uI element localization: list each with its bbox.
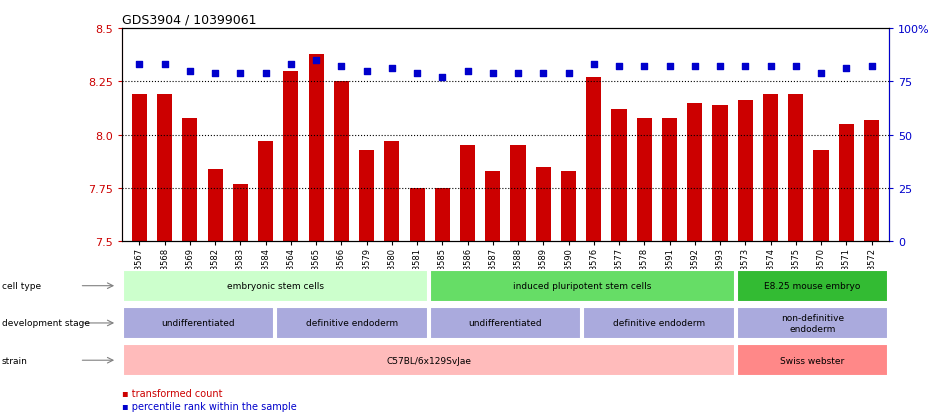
Point bbox=[309, 57, 324, 64]
Bar bbox=[430, 307, 581, 339]
Point bbox=[813, 70, 828, 77]
Point bbox=[510, 70, 525, 77]
Bar bbox=[535, 167, 551, 242]
Point bbox=[712, 64, 727, 71]
Point bbox=[208, 70, 223, 77]
Bar bbox=[586, 78, 602, 242]
Text: Swiss webster: Swiss webster bbox=[781, 356, 844, 365]
Bar bbox=[309, 55, 324, 242]
Point bbox=[359, 68, 374, 75]
Bar bbox=[460, 146, 475, 242]
Point bbox=[183, 68, 197, 75]
Text: non-definitive
endoderm: non-definitive endoderm bbox=[781, 313, 844, 333]
Point bbox=[284, 62, 299, 69]
Point bbox=[839, 66, 854, 73]
Bar bbox=[583, 307, 735, 339]
Text: E8.25 mouse embryo: E8.25 mouse embryo bbox=[765, 282, 860, 290]
Point bbox=[385, 66, 400, 73]
Bar bbox=[284, 71, 299, 242]
Bar bbox=[611, 110, 626, 242]
Point bbox=[258, 70, 273, 77]
Text: undifferentiated: undifferentiated bbox=[469, 319, 542, 328]
Bar bbox=[738, 101, 753, 242]
Text: ▪ percentile rank within the sample: ▪ percentile rank within the sample bbox=[122, 401, 297, 411]
Text: embryonic stem cells: embryonic stem cells bbox=[227, 282, 324, 290]
Point bbox=[157, 62, 172, 69]
Bar bbox=[813, 150, 828, 242]
Text: development stage: development stage bbox=[2, 319, 90, 328]
Point bbox=[788, 64, 803, 71]
Point bbox=[486, 70, 501, 77]
Text: undifferentiated: undifferentiated bbox=[162, 319, 235, 328]
Point bbox=[687, 64, 702, 71]
Point bbox=[132, 62, 147, 69]
Bar bbox=[712, 105, 727, 242]
Point bbox=[334, 64, 349, 71]
Bar bbox=[662, 118, 677, 242]
Bar bbox=[359, 150, 374, 242]
Bar bbox=[636, 118, 651, 242]
Text: GDS3904 / 10399061: GDS3904 / 10399061 bbox=[122, 13, 256, 26]
Point bbox=[435, 74, 450, 81]
Point bbox=[535, 70, 550, 77]
Point bbox=[233, 70, 248, 77]
Point bbox=[763, 64, 778, 71]
Bar bbox=[410, 188, 425, 242]
Bar bbox=[123, 344, 735, 377]
Text: definitive endoderm: definitive endoderm bbox=[306, 319, 398, 328]
Text: C57BL/6x129SvJae: C57BL/6x129SvJae bbox=[387, 356, 471, 365]
Bar bbox=[839, 125, 854, 242]
Bar bbox=[561, 171, 577, 242]
Point bbox=[586, 62, 601, 69]
Point bbox=[864, 64, 879, 71]
Bar bbox=[864, 120, 879, 242]
Bar bbox=[258, 142, 273, 242]
Bar bbox=[510, 146, 526, 242]
Text: cell type: cell type bbox=[2, 282, 41, 290]
Text: definitive endoderm: definitive endoderm bbox=[613, 319, 705, 328]
Bar bbox=[430, 270, 735, 302]
Point bbox=[410, 70, 425, 77]
Bar bbox=[157, 95, 172, 242]
Bar bbox=[485, 171, 501, 242]
Bar bbox=[434, 188, 450, 242]
Bar bbox=[788, 95, 803, 242]
Point bbox=[738, 64, 753, 71]
Bar bbox=[737, 307, 888, 339]
Bar bbox=[183, 118, 197, 242]
Text: strain: strain bbox=[2, 356, 28, 365]
Point bbox=[636, 64, 651, 71]
Point bbox=[461, 68, 475, 75]
Bar bbox=[276, 307, 428, 339]
Bar bbox=[737, 344, 888, 377]
Text: ▪ transformed count: ▪ transformed count bbox=[122, 388, 222, 398]
Bar bbox=[208, 169, 223, 242]
Bar bbox=[763, 95, 778, 242]
Point bbox=[662, 64, 677, 71]
Bar bbox=[132, 95, 147, 242]
Bar bbox=[123, 307, 274, 339]
Bar bbox=[334, 82, 349, 242]
Bar bbox=[385, 142, 400, 242]
Point bbox=[611, 64, 626, 71]
Bar bbox=[123, 270, 428, 302]
Point bbox=[561, 70, 576, 77]
Bar bbox=[737, 270, 888, 302]
Bar bbox=[233, 184, 248, 242]
Bar bbox=[687, 103, 702, 242]
Text: induced pluripotent stem cells: induced pluripotent stem cells bbox=[513, 282, 651, 290]
